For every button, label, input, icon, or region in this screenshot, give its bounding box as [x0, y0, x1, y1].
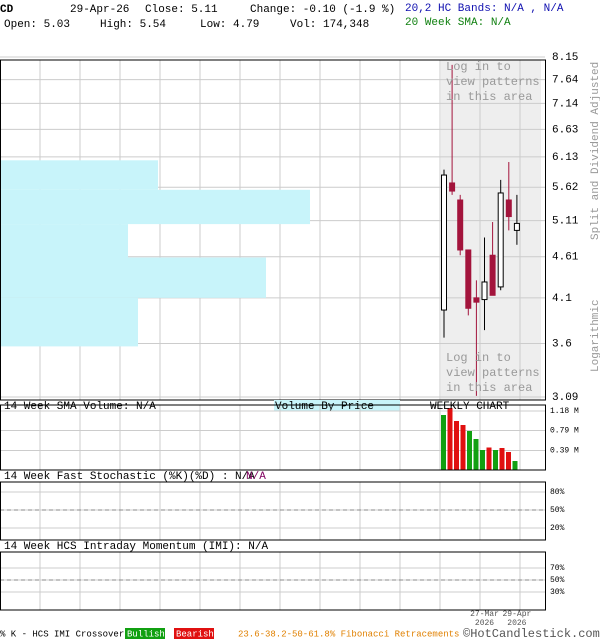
vol: Vol: 174,348 — [290, 19, 369, 31]
y-tick-label: 50% — [550, 576, 565, 585]
close: Close: 5.11 — [145, 4, 218, 16]
y-tick-label: 50% — [550, 506, 565, 515]
open: Open: 5.03 — [4, 19, 70, 31]
bearish-swatch — [174, 628, 214, 639]
y-tick-label: 6.63 — [552, 124, 578, 136]
volume-by-price-bar — [0, 224, 128, 258]
bullish-label: Bullish — [127, 629, 165, 639]
panel-border — [0, 481, 546, 541]
candle-body — [465, 249, 472, 309]
bar — [499, 448, 505, 470]
panel-border — [0, 59, 546, 401]
bar — [480, 450, 485, 470]
candle-body — [457, 199, 464, 251]
candle-body — [481, 281, 488, 301]
bar — [506, 452, 511, 470]
panel-extra: N/A — [246, 471, 266, 483]
bar — [467, 431, 472, 470]
bullish-swatch — [125, 628, 165, 639]
side-label: Logarithmic — [590, 299, 600, 372]
y-tick-label: 7.64 — [552, 75, 579, 87]
candle-body — [449, 182, 456, 192]
y-tick-label: 4.61 — [552, 252, 579, 264]
bar — [486, 447, 492, 470]
y-tick-label: 20% — [550, 524, 565, 533]
date: 29-Apr-26 — [70, 4, 129, 16]
site: ©HotCandlestick.com — [463, 627, 600, 640]
panel-title: 14 Week Fast Stochastic (%K)(%D) : N/A — [4, 471, 255, 483]
panel-title: 14 Week SMA Volume: N/A — [4, 401, 156, 413]
bearish-label: Bearish — [176, 629, 214, 639]
volume-by-price-bar — [0, 257, 266, 298]
volume-by-price-bar — [0, 297, 138, 347]
bar — [512, 461, 518, 470]
symbol: CD — [0, 4, 14, 16]
candle-body — [473, 297, 480, 303]
bar — [447, 408, 453, 470]
y-tick-label: 30% — [550, 588, 565, 597]
sma: 20 Week SMA: N/A — [405, 17, 511, 29]
panel-title: 14 Week HCS Intraday Momentum (IMI): N/A — [4, 541, 268, 553]
change: Change: -0.10 (-1.9 %) — [250, 4, 395, 16]
candle-body — [489, 254, 496, 296]
chart-label: WEEKLY CHART — [430, 401, 510, 413]
fib-label: 23.6-38.2-50-61.8% Fibonacci Retracement… — [238, 629, 459, 639]
panel-border — [0, 551, 546, 611]
bands: 20,2 HC Bands: N/A , N/A — [405, 3, 564, 15]
x-tick-label: 29-Apr 2026 — [502, 610, 532, 628]
y-tick-label: 3.6 — [552, 338, 572, 350]
bar — [441, 415, 446, 470]
bar — [454, 421, 459, 470]
side-label: Split and Dividend Adjusted — [590, 62, 600, 240]
bar — [493, 450, 498, 470]
y-tick-label: 7.14 — [552, 98, 579, 110]
y-tick-label: 0.39 M — [550, 447, 579, 456]
footer: % K - HCS IMI Crossover, Bullish Bearish… — [0, 627, 600, 640]
candle-body — [441, 174, 447, 311]
y-tick-label: 8.15 — [552, 52, 578, 64]
low: Low: 4.79 — [200, 19, 259, 31]
y-tick-label: 5.11 — [552, 216, 579, 228]
annotation: Log in to view patterns in this area — [446, 351, 540, 395]
y-tick-label: 1.18 M — [550, 407, 579, 416]
candle-body — [513, 222, 520, 231]
crossover-label: % K - HCS IMI Crossover, — [0, 629, 130, 639]
header: CD 29-Apr-26 Close: 5.11 Change: -0.10 (… — [0, 3, 564, 31]
annotation: Log in to view patterns in this area — [446, 60, 540, 104]
y-tick-label: 3.09 — [552, 392, 578, 404]
volume-by-price-bar — [0, 160, 158, 190]
candle-body — [505, 199, 512, 218]
y-tick-label: 70% — [550, 564, 565, 573]
y-tick-label: 0.79 M — [550, 427, 579, 436]
vbp-label: Volume By Price — [275, 401, 374, 413]
high: High: 5.54 — [100, 19, 166, 31]
y-tick-label: 5.62 — [552, 182, 578, 194]
x-tick-label: 27-Mar 2026 — [470, 610, 499, 628]
candle-body — [497, 192, 504, 288]
bar — [473, 439, 479, 470]
bar — [460, 425, 466, 470]
volume-by-price-bar — [0, 189, 310, 225]
y-tick-label: 80% — [550, 488, 565, 497]
pattern-zone — [441, 60, 541, 400]
y-tick-label: 4.1 — [552, 293, 572, 305]
panel-border — [0, 404, 546, 471]
y-tick-label: 6.13 — [552, 152, 578, 164]
